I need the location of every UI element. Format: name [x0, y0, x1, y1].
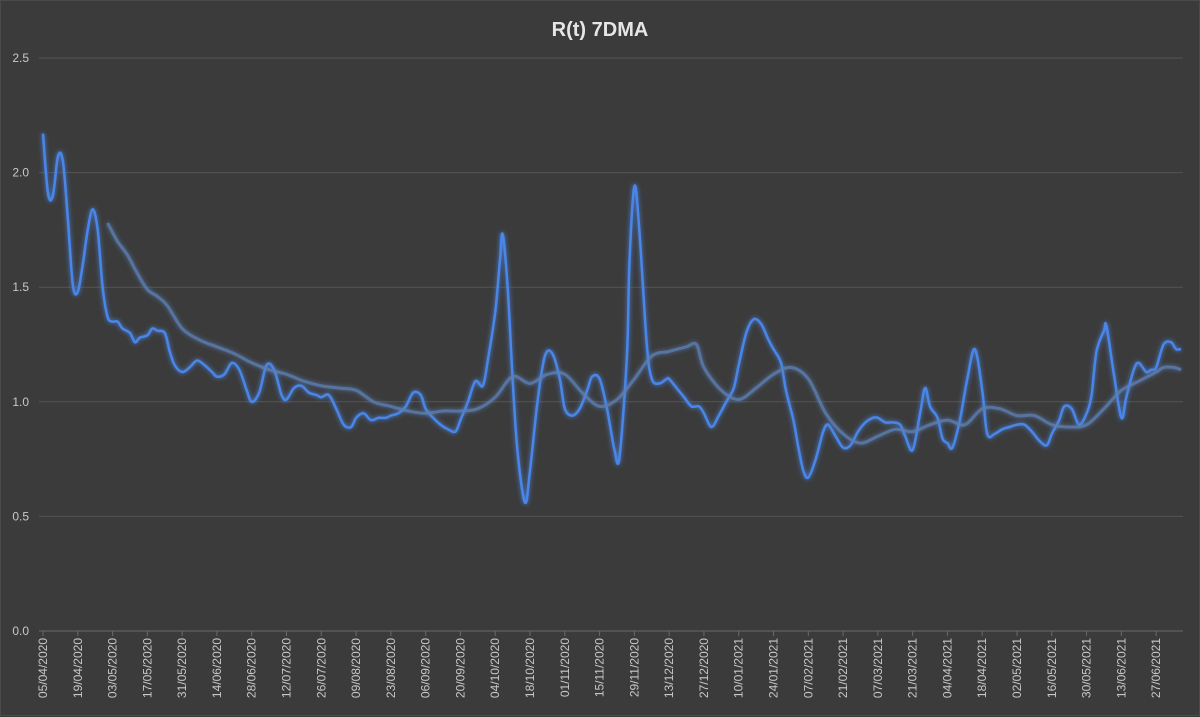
x-tick-label: 31/05/2020: [175, 638, 189, 698]
x-tick-label: 06/09/2020: [419, 638, 433, 698]
x-tick-label: 23/08/2020: [384, 638, 398, 698]
x-tick-label: 21/03/2021: [906, 638, 920, 698]
x-tick-label: 20/09/2020: [453, 638, 467, 698]
y-tick-label: 2.0: [12, 166, 29, 180]
x-tick-label: 18/10/2020: [523, 638, 537, 698]
chart-title: R(t) 7DMA: [551, 19, 649, 41]
x-tick-label: 05/04/2020: [36, 638, 50, 698]
x-tick-label: 19/04/2020: [71, 638, 85, 698]
y-tick-label: 0.0: [12, 624, 29, 638]
series-lines: [41, 133, 1182, 505]
x-tick-label: 27/06/2021: [1149, 638, 1163, 698]
y-tick-label: 1.0: [12, 395, 29, 409]
x-tick-label: 27/12/2020: [697, 638, 711, 698]
x-tick-label: 13/06/2021: [1114, 638, 1128, 698]
y-axis-ticks: 0.0 0.5 1.0 1.5 2.0 2.5: [12, 51, 29, 638]
x-tick-label: 18/04/2021: [975, 638, 989, 698]
series-line-rt: [41, 133, 1182, 505]
x-tick-label: 16/05/2021: [1045, 638, 1059, 698]
x-axis-ticks: 05/04/2020 19/04/2020 03/05/2020 17/05/2020…: [36, 631, 1163, 698]
x-tick-label: 07/02/2021: [801, 638, 815, 698]
x-tick-label: 03/05/2020: [106, 638, 120, 698]
reference-lines: [39, 400, 1183, 495]
x-tick-label: 15/11/2020: [593, 638, 607, 697]
y-tick-label: 1.5: [12, 280, 29, 294]
x-tick-label: 04/10/2020: [488, 638, 502, 698]
x-tick-label: 24/01/2021: [767, 638, 781, 698]
x-tick-label: 14/06/2020: [210, 638, 224, 698]
x-tick-label: 26/07/2020: [314, 638, 328, 698]
y-tick-label: 0.5: [12, 509, 29, 523]
series-line-smoothed: [106, 222, 1182, 445]
x-tick-label: 30/05/2021: [1080, 638, 1094, 698]
x-tick-label: 10/01/2021: [732, 638, 746, 698]
x-tick-label: 02/05/2021: [1010, 638, 1024, 698]
y-tick-label: 2.5: [12, 51, 29, 65]
x-tick-label: 07/03/2021: [871, 638, 885, 698]
x-tick-label: 13/12/2020: [662, 638, 676, 698]
x-tick-label: 21/02/2021: [836, 638, 850, 698]
x-tick-label: 17/05/2020: [140, 638, 154, 698]
x-tick-label: 28/06/2020: [245, 638, 259, 698]
x-tick-label: 04/04/2021: [940, 638, 954, 698]
x-tick-label: 09/08/2020: [349, 638, 363, 698]
x-tick-label: 12/07/2020: [280, 638, 294, 698]
x-tick-label: 29/11/2020: [627, 638, 641, 697]
x-tick-label: 01/11/2020: [558, 638, 572, 697]
